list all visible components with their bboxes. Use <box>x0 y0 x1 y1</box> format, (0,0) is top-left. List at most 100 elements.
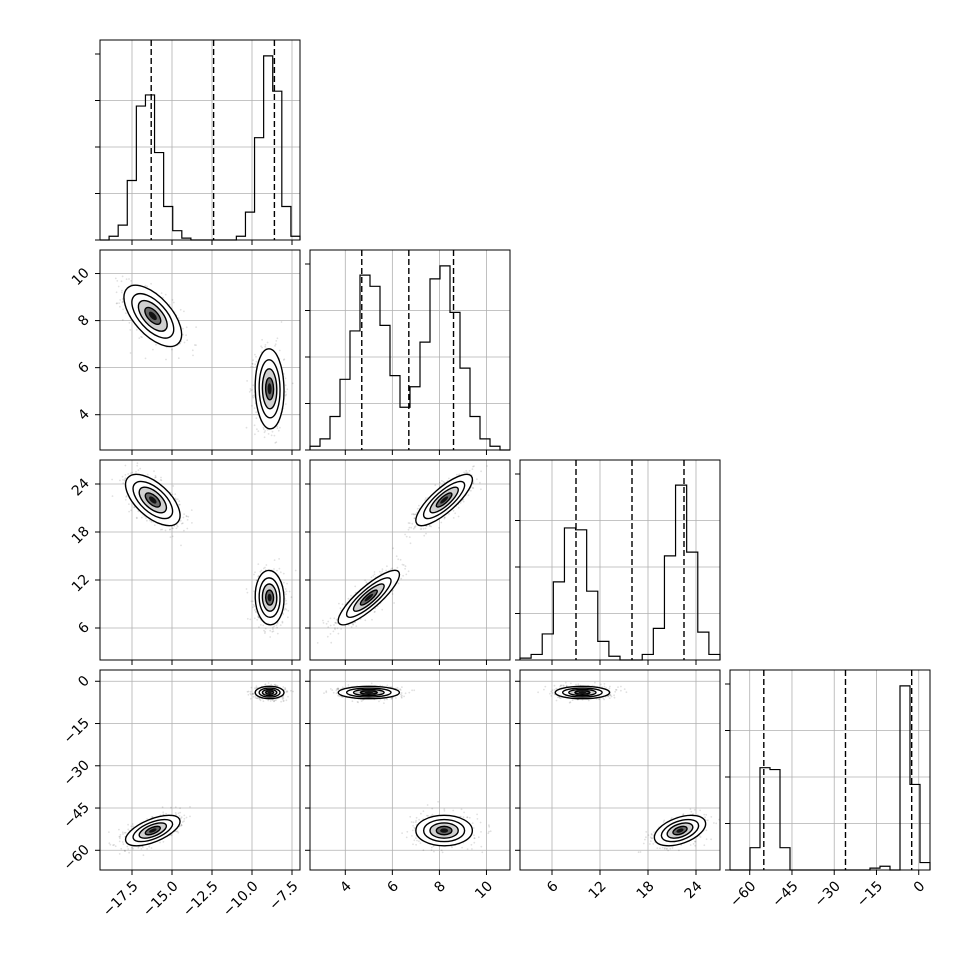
sample-point <box>448 477 450 480</box>
histogram-panel <box>95 39 301 245</box>
sample-point <box>179 519 182 522</box>
scatter-panel <box>95 249 301 455</box>
sample-point <box>144 284 147 287</box>
sample-point <box>402 574 404 577</box>
sample-point <box>422 528 425 530</box>
sample-point <box>261 346 263 349</box>
grid-lines <box>100 460 300 660</box>
sample-point <box>138 337 141 339</box>
sample-point <box>440 521 443 524</box>
sample-point <box>257 430 260 433</box>
histogram-bars <box>730 685 931 871</box>
sample-point <box>263 436 266 439</box>
sample-point <box>137 510 140 513</box>
sample-point <box>264 627 267 630</box>
sample-point <box>267 699 270 702</box>
grid-lines <box>100 250 300 450</box>
sample-point <box>267 682 270 684</box>
sample-point <box>329 633 332 635</box>
sample-point <box>260 624 262 626</box>
sample-point <box>180 544 182 547</box>
sample-point <box>126 845 129 848</box>
sample-point <box>412 513 415 515</box>
sample-point <box>341 603 344 606</box>
density-core <box>267 593 272 602</box>
sample-point <box>404 567 406 570</box>
sample-point <box>123 479 126 482</box>
sample-point <box>149 519 151 522</box>
sample-point <box>130 825 133 828</box>
sample-point <box>124 474 127 476</box>
sample-point <box>290 689 292 692</box>
sample-point <box>121 475 124 478</box>
sample-point <box>471 468 474 470</box>
sample-point <box>251 389 253 391</box>
sample-point <box>284 377 287 380</box>
sample-point <box>254 687 256 690</box>
sample-point <box>124 498 127 501</box>
sample-point <box>287 609 290 612</box>
sample-point <box>246 690 249 693</box>
sample-point <box>275 699 277 702</box>
sample-point <box>288 590 291 593</box>
sample-point <box>334 627 336 629</box>
sample-point <box>486 465 488 467</box>
grid-lines <box>730 670 930 870</box>
sample-point <box>146 818 148 820</box>
sample-point <box>405 573 408 576</box>
sample-point <box>251 395 254 397</box>
sample-point <box>254 433 256 436</box>
sample-point <box>281 620 284 623</box>
sample-point <box>282 700 285 702</box>
sample-point <box>428 525 431 527</box>
sample-point <box>276 632 279 635</box>
sample-point <box>171 299 174 301</box>
sample-point <box>116 280 119 282</box>
sample-point <box>183 310 185 313</box>
sample-point <box>423 534 426 537</box>
density-core <box>440 496 449 504</box>
sample-point <box>282 613 285 616</box>
sample-point <box>129 329 132 331</box>
sample-point <box>162 296 164 299</box>
sample-point <box>141 336 143 339</box>
sample-point <box>480 470 482 473</box>
sample-point <box>254 571 256 574</box>
sample-point <box>252 692 255 695</box>
sample-point <box>146 848 149 850</box>
sample-point <box>117 285 120 288</box>
sample-point <box>284 688 286 691</box>
sample-point <box>407 528 410 531</box>
sample-point <box>275 624 278 627</box>
sample-point <box>260 569 263 572</box>
sample-point <box>183 529 185 532</box>
sample-point <box>122 479 124 481</box>
sample-point <box>255 610 258 613</box>
sample-point <box>443 516 446 519</box>
sample-point <box>264 566 266 569</box>
sample-point <box>124 464 127 467</box>
sample-point <box>322 619 324 622</box>
sample-point <box>333 617 336 620</box>
sample-point <box>286 388 289 391</box>
sample-point <box>282 359 285 361</box>
sample-point <box>334 621 337 624</box>
sample-point <box>340 628 342 630</box>
sample-point <box>257 575 260 578</box>
histogram-panel <box>515 459 721 665</box>
sample-point <box>121 301 124 304</box>
sample-point <box>338 602 340 605</box>
sample-point <box>393 602 395 604</box>
histogram-bars <box>100 55 301 241</box>
sample-point <box>380 572 383 575</box>
sample-point <box>399 558 402 561</box>
sample-point <box>385 569 387 572</box>
sample-point <box>285 599 287 602</box>
sample-point <box>130 280 133 282</box>
sample-point <box>274 343 277 346</box>
sample-point <box>255 687 258 689</box>
sample-point <box>142 846 144 848</box>
sample-point <box>371 618 373 621</box>
sample-point <box>250 600 253 603</box>
sample-point <box>254 695 257 698</box>
